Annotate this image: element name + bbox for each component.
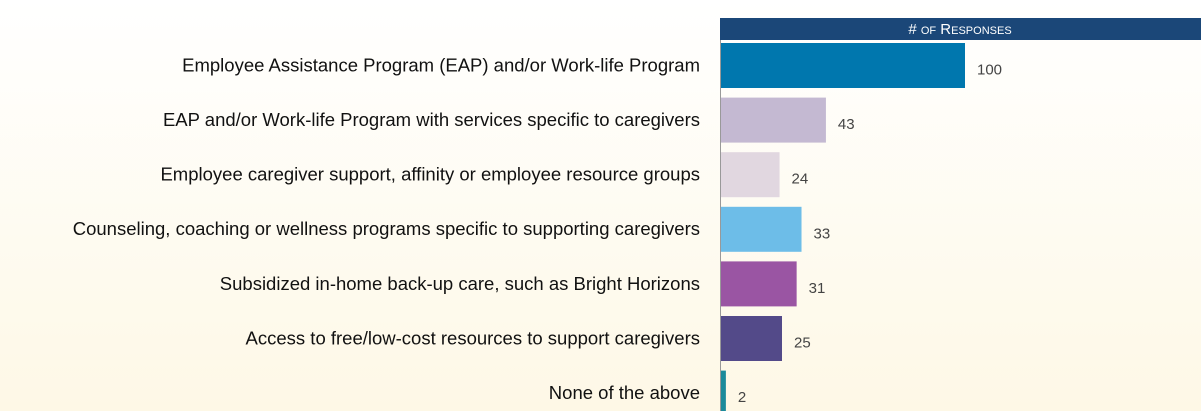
bar	[721, 261, 797, 307]
value-label: 33	[814, 225, 831, 242]
bar	[721, 206, 802, 252]
header-bar	[720, 18, 1201, 40]
value-label: 25	[794, 334, 811, 351]
bar	[721, 316, 782, 361]
value-label: 24	[792, 171, 809, 188]
category-label: Employee Assistance Program (EAP) and/or…	[182, 54, 700, 75]
value-label: 31	[809, 280, 826, 297]
bar	[721, 97, 826, 143]
category-label: None of the above	[549, 382, 700, 403]
bar	[721, 152, 780, 198]
category-label: EAP and/or Work-life Program with servic…	[163, 109, 700, 130]
bar	[721, 370, 726, 411]
bar	[721, 43, 965, 88]
value-label: 100	[977, 61, 1002, 78]
value-label: 2	[738, 389, 746, 406]
category-label: Counseling, coaching or wellness program…	[73, 218, 700, 239]
category-label: Access to free/low-cost resources to sup…	[246, 327, 700, 348]
category-label: Subsidized in-home back-up care, such as…	[220, 273, 700, 294]
category-label: Employee caregiver support, affinity or …	[160, 164, 700, 185]
value-label: 43	[838, 116, 855, 133]
header: # of Responses	[908, 21, 1011, 38]
